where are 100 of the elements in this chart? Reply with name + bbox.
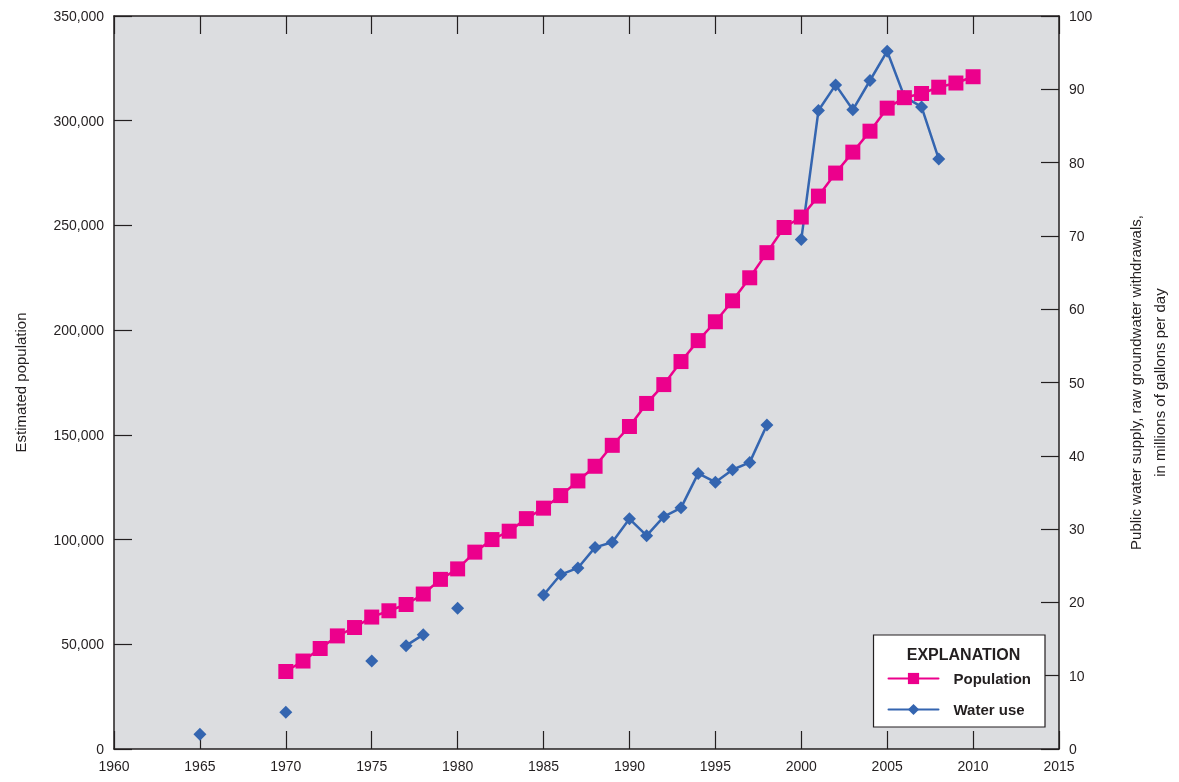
- point: [743, 455, 757, 469]
- y2-tick-label: 100: [1069, 8, 1093, 24]
- point: [554, 568, 568, 582]
- y2-axis-title: Public water supply, raw groundwater withdrawals, in millions of gallons per day: [1126, 215, 1168, 550]
- y2-tick-label: 50: [1069, 374, 1085, 391]
- y2-tick-label: 10: [1069, 667, 1085, 684]
- point: [759, 245, 775, 261]
- point: [880, 44, 894, 58]
- point: [484, 532, 500, 548]
- point: [467, 544, 483, 560]
- point: [776, 220, 792, 236]
- point: [193, 727, 207, 741]
- point: [432, 571, 448, 587]
- legend-label: Population: [953, 670, 1032, 687]
- y2-tick-label: 90: [1069, 81, 1085, 98]
- point: [673, 354, 689, 370]
- point: [416, 628, 430, 642]
- point: [398, 596, 414, 612]
- y-tick-label: 0: [96, 741, 105, 757]
- point: [278, 664, 294, 680]
- point: [915, 100, 929, 114]
- x-tick-label: 1960: [98, 758, 130, 774]
- point: [657, 510, 671, 524]
- point: [621, 418, 637, 434]
- point: [879, 100, 895, 116]
- point: [793, 209, 809, 225]
- point: [605, 535, 619, 549]
- y2-tick-label: 0: [1069, 741, 1077, 757]
- point: [364, 609, 380, 625]
- point: [811, 104, 825, 118]
- point: [914, 85, 930, 101]
- point: [639, 395, 655, 411]
- x-tick-label: 2015: [1043, 758, 1075, 774]
- point: [415, 586, 431, 602]
- point: [948, 75, 964, 91]
- point: [571, 561, 585, 575]
- x-tick-label: 1995: [699, 758, 732, 774]
- point: [570, 473, 586, 489]
- x-tick-label: 2000: [785, 758, 818, 774]
- point: [846, 103, 860, 117]
- point: [312, 640, 328, 656]
- point: [742, 270, 758, 286]
- y2-tick-label: 80: [1069, 154, 1085, 171]
- point: [518, 511, 534, 527]
- y2-tick-label: 60: [1069, 301, 1085, 318]
- point: [640, 529, 654, 543]
- x-tick-label: 2010: [957, 758, 989, 774]
- point: [347, 620, 363, 636]
- point: [690, 333, 706, 349]
- point: [691, 466, 705, 480]
- y-tick-label: 100,000: [53, 531, 105, 548]
- point: [726, 463, 740, 477]
- y-tick-label: 250,000: [53, 217, 105, 234]
- point: [932, 152, 946, 166]
- x-tick-label: 1980: [442, 758, 474, 774]
- y-tick-label: 200,000: [53, 322, 105, 339]
- point: [501, 523, 517, 539]
- point: [931, 79, 947, 95]
- point: [965, 69, 981, 85]
- point: [845, 144, 861, 160]
- legend-label: Water use: [953, 701, 1025, 718]
- y-tick-label: 350,000: [53, 8, 105, 24]
- x-tick-label: 1965: [184, 758, 216, 774]
- y2-tick-label: 20: [1069, 594, 1085, 611]
- point: [279, 705, 293, 719]
- y2-tick-label: 40: [1069, 447, 1085, 464]
- point: [656, 377, 672, 393]
- y2-tick-label: 70: [1069, 227, 1085, 244]
- point: [810, 188, 826, 204]
- point: [862, 123, 878, 139]
- x-tick-label: 1970: [270, 758, 302, 774]
- point: [399, 639, 413, 653]
- y-tick-label: 50,000: [61, 636, 105, 653]
- point: [828, 165, 844, 181]
- point: [295, 653, 311, 669]
- point: [365, 654, 379, 668]
- point: [760, 418, 774, 432]
- point: [707, 314, 723, 330]
- legend-title: EXPLANATION: [906, 645, 1021, 663]
- x-tick-label: 1990: [613, 758, 646, 774]
- x-tick-label: 1975: [356, 758, 388, 774]
- y-axis-title: Estimated population: [11, 312, 29, 453]
- y-tick-label: 150,000: [53, 426, 105, 443]
- point: [553, 488, 569, 504]
- point: [536, 500, 552, 516]
- point: [622, 512, 636, 526]
- point: [537, 588, 551, 602]
- point: [329, 628, 345, 644]
- point: [450, 561, 466, 577]
- point: [588, 540, 602, 554]
- point: [829, 78, 843, 92]
- point: [863, 74, 877, 87]
- x-tick-label: 2005: [871, 758, 903, 774]
- point: [587, 458, 603, 474]
- y2-tick-label: 30: [1069, 521, 1085, 538]
- x-tick-label: 1985: [527, 758, 560, 774]
- point: [708, 475, 722, 489]
- point: [725, 293, 741, 309]
- y-tick-label: 300,000: [53, 112, 105, 129]
- point: [381, 603, 397, 619]
